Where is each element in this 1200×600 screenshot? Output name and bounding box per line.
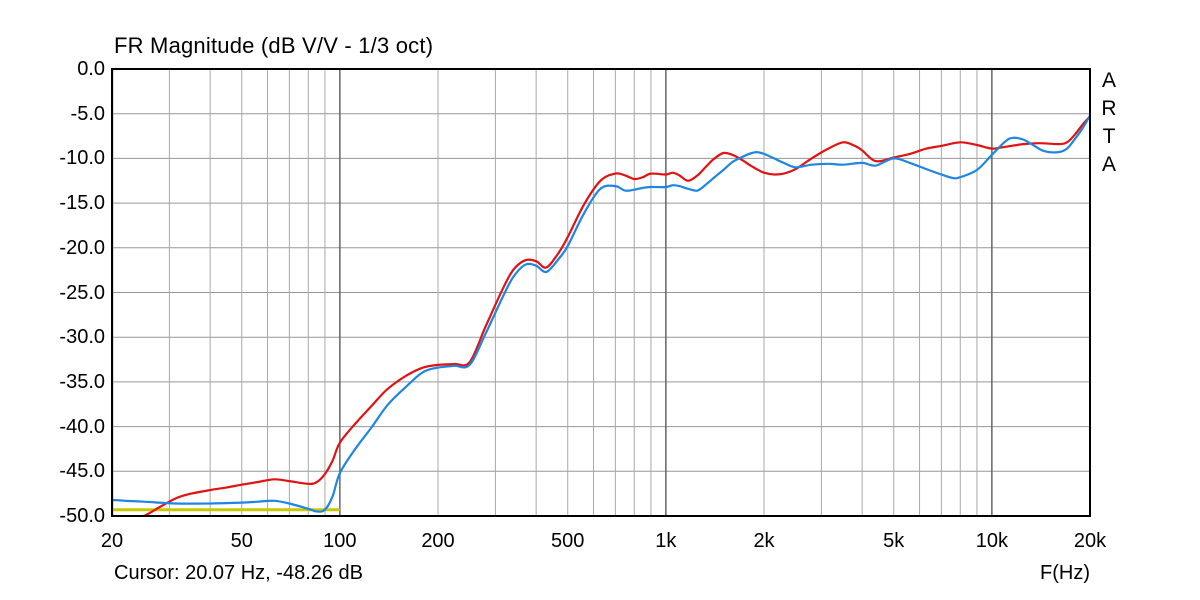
x-tick-label: 2k — [753, 530, 775, 552]
cursor-readout: Cursor: 20.07 Hz, -48.26 dB — [114, 562, 364, 584]
grid — [112, 69, 1090, 516]
plot-border — [111, 68, 1091, 517]
fr-curve-blue — [112, 114, 1090, 513]
y-tick-label: -35.0 — [59, 370, 105, 393]
y-tick-label: 0.0 — [77, 58, 105, 80]
chart-title: FR Magnitude (dB V/V - 1/3 oct) — [114, 33, 434, 58]
y-tick-label: -20.0 — [59, 236, 105, 259]
y-tick-label: -10.0 — [59, 147, 105, 170]
y-tick-label: -40.0 — [59, 415, 105, 438]
y-tick-label: -45.0 — [59, 460, 105, 483]
watermark-letter: R — [1101, 97, 1117, 120]
y-tick-label: -15.0 — [59, 192, 105, 215]
x-tick-label: 5k — [883, 530, 905, 552]
x-tick-label: 500 — [551, 530, 585, 552]
y-tick-label: -25.0 — [59, 281, 105, 304]
x-tick-label: 100 — [323, 530, 357, 552]
x-axis-unit-label: F(Hz) — [1040, 562, 1090, 584]
x-tick-label: 1k — [655, 530, 677, 552]
watermark-letter: A — [1101, 153, 1116, 176]
y-tick-label: -50.0 — [59, 505, 105, 527]
x-tick-label: 200 — [421, 530, 455, 552]
y-tick-label: -5.0 — [70, 102, 105, 125]
x-tick-label: 20 — [100, 530, 124, 552]
watermark-letter: A — [1101, 69, 1116, 92]
watermark-letter: T — [1102, 125, 1116, 148]
x-tick-label: 20k — [1073, 530, 1107, 552]
x-tick-label: 50 — [230, 530, 253, 552]
x-tick-label: 10k — [975, 530, 1008, 552]
y-tick-label: -30.0 — [59, 326, 105, 349]
fr-curve-red — [140, 115, 1090, 516]
